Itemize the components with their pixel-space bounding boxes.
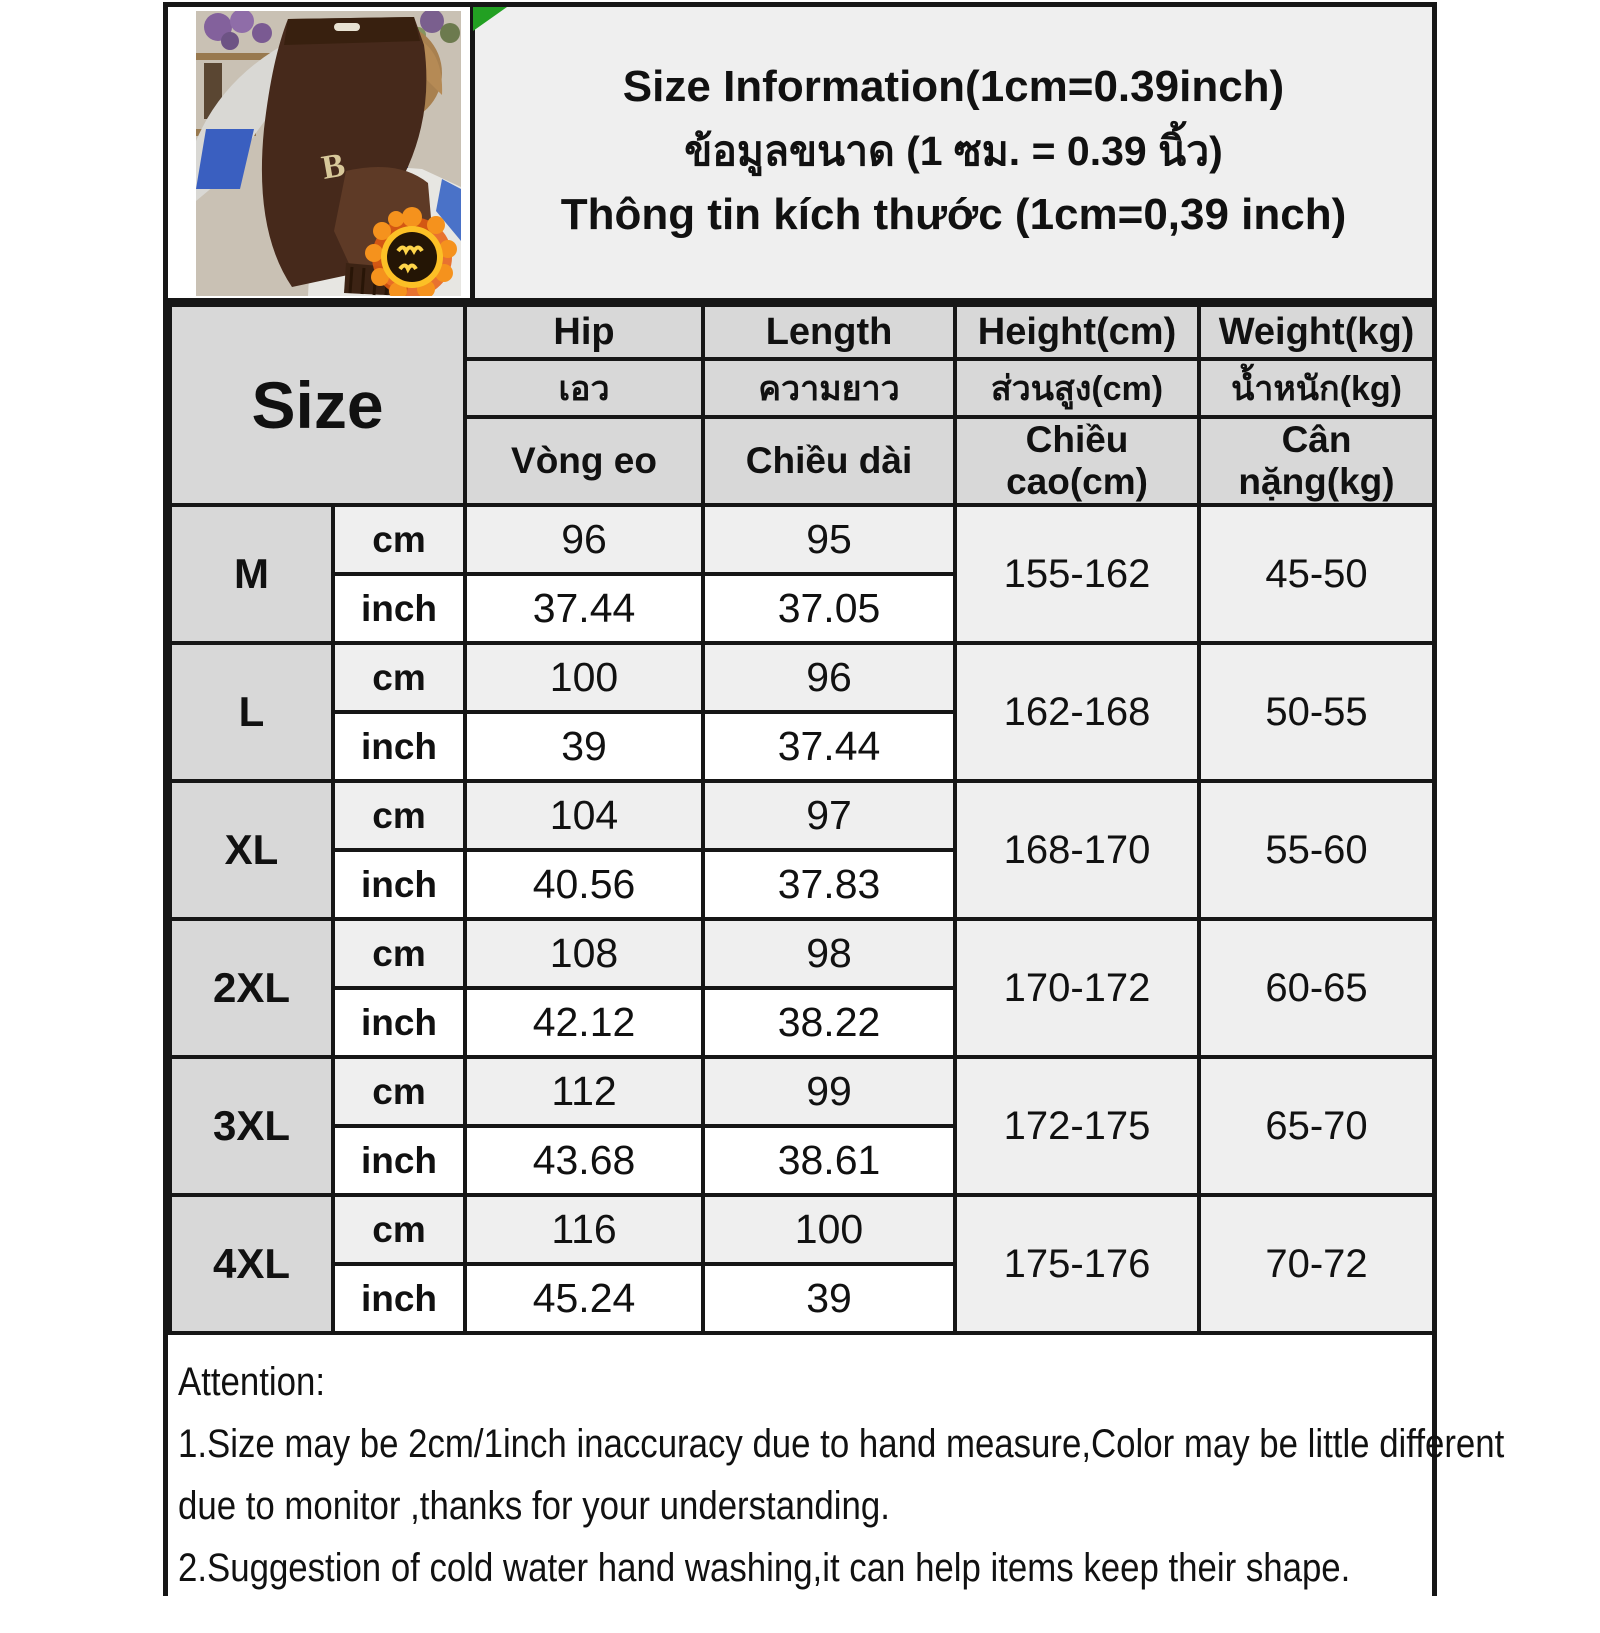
title-english: Size Information(1cm=0.39inch)	[622, 62, 1285, 111]
col-header-height: Height(cm)	[953, 303, 1202, 361]
table-row: 2XL cm 108 98 170-172 60-65	[168, 917, 1437, 1059]
corner-ribbon-icon	[473, 7, 507, 31]
size-chart-sheet: B	[163, 2, 1504, 1633]
table-row: L cm 100 96 162-168 50-55	[168, 641, 1437, 783]
table-row: inch 42.12 38.22	[170, 986, 1434, 1059]
length-inch: 37.83	[701, 848, 958, 921]
size-header: Size	[167, 303, 468, 507]
table-row: inch 43.68 38.61	[170, 1124, 1434, 1197]
unit-label-cm: cm	[330, 641, 468, 714]
attention-heading: Attention:	[178, 1360, 326, 1404]
length-cm: 96	[701, 641, 958, 714]
hip-inch: 45.24	[463, 1262, 706, 1335]
height-range: 168-170	[953, 779, 1202, 921]
length-cm: 97	[701, 779, 958, 852]
hip-inch: 43.68	[463, 1124, 706, 1197]
unit-label-inch: inch	[330, 848, 468, 921]
length-inch: 37.05	[701, 572, 958, 645]
hip-inch: 42.12	[463, 986, 706, 1059]
col-header-weight-vi: Cân nặng(kg)	[1197, 415, 1437, 507]
col-header-hip-vi: Vòng eo	[463, 415, 706, 507]
length-cm: 100	[701, 1193, 958, 1266]
col-header-hip-th: เอว	[463, 357, 706, 419]
col-header-hip: Hip	[463, 303, 706, 361]
product-photo: B	[168, 7, 470, 298]
unit-label-inch: inch	[330, 1262, 468, 1335]
weight-range: 65-70	[1197, 1055, 1437, 1197]
header-row-thai: เอว ความยาว ส่วนสูง(cm) น้ำหนัก(kg)	[170, 357, 1437, 419]
attention-note: 2.Suggestion of cold water hand washing,…	[178, 1546, 1351, 1590]
col-header-height-vi: Chiều cao(cm)	[953, 415, 1202, 507]
unit-label-inch: inch	[330, 710, 468, 783]
attention-note: due to monitor ,thanks for your understa…	[178, 1484, 890, 1528]
hip-inch: 40.56	[463, 848, 706, 921]
size-label: L	[168, 641, 335, 783]
unit-label-cm: cm	[330, 917, 468, 990]
weight-range: 50-55	[1197, 641, 1437, 783]
hip-cm: 96	[463, 503, 706, 576]
hip-cm: 116	[463, 1193, 706, 1266]
unit-label-cm: cm	[330, 779, 468, 852]
height-range: 162-168	[953, 641, 1202, 783]
title-vietnamese: Thông tin kích thước (1cm=0,39 inch)	[560, 190, 1347, 239]
top-section: B	[168, 7, 1432, 303]
table-row: inch 40.56 37.83	[170, 848, 1434, 921]
unit-label-cm: cm	[330, 1055, 468, 1128]
weight-range: 45-50	[1197, 503, 1437, 645]
hip-inch: 39	[463, 710, 706, 783]
unit-label-cm: cm	[330, 1193, 468, 1266]
table-row: inch 37.44 37.05	[170, 572, 1434, 645]
col-header-length: Length	[701, 303, 958, 361]
height-range: 172-175	[953, 1055, 1202, 1197]
length-cm: 95	[701, 503, 958, 576]
height-range: 170-172	[953, 917, 1202, 1059]
col-header-weight-th: น้ำหนัก(kg)	[1197, 357, 1437, 419]
unit-label-inch: inch	[330, 986, 468, 1059]
unit-label-cm: cm	[330, 503, 468, 576]
height-range: 155-162	[953, 503, 1202, 645]
table-row: inch 45.24 39	[170, 1262, 1434, 1335]
title-box: Size Information(1cm=0.39inch) ข้อมูลขนา…	[470, 7, 1432, 298]
col-header-length-th: ความยาว	[701, 357, 958, 419]
weight-range: 60-65	[1197, 917, 1437, 1059]
height-range: 175-176	[953, 1193, 1202, 1335]
table-row: XL cm 104 97 168-170 55-60	[168, 779, 1437, 921]
weight-range: 55-60	[1197, 779, 1437, 921]
flame-badge-icon	[365, 207, 457, 296]
hip-cm: 108	[463, 917, 706, 990]
length-cm: 98	[701, 917, 958, 990]
title-thai: ข้อมูลขนาด (1 ซม. = 0.39 นิ้ว)	[684, 128, 1223, 174]
size-label: M	[168, 503, 335, 645]
attention-note: 1.Size may be 2cm/1inch inaccuracy due t…	[178, 1422, 1505, 1466]
col-header-weight: Weight(kg)	[1197, 303, 1437, 361]
col-header-height-th: ส่วนสูง(cm)	[953, 357, 1202, 419]
unit-label-inch: inch	[330, 1124, 468, 1197]
size-label: 2XL	[168, 917, 335, 1059]
length-inch: 37.44	[701, 710, 958, 783]
unit-label-inch: inch	[330, 572, 468, 645]
weight-range: 70-72	[1197, 1193, 1437, 1335]
hip-cm: 104	[463, 779, 706, 852]
length-inch: 38.61	[701, 1124, 958, 1197]
size-label: XL	[168, 779, 335, 921]
hip-cm: 112	[463, 1055, 706, 1128]
header-row-english: Size Hip Length Height(cm) Weight(kg)	[167, 303, 1437, 507]
table-row: M cm 96 95 155-162 45-50	[168, 503, 1437, 645]
length-cm: 99	[701, 1055, 958, 1128]
hip-cm: 100	[463, 641, 706, 714]
table-row: 3XL cm 112 99 172-175 65-70	[168, 1055, 1437, 1197]
length-inch: 38.22	[701, 986, 958, 1059]
size-table: Size Hip Length Height(cm) Weight(kg) เอ…	[167, 303, 1437, 1335]
table-row: 4XL cm 116 100 175-176 70-72	[168, 1193, 1437, 1335]
size-label: 4XL	[168, 1193, 335, 1335]
hip-inch: 37.44	[463, 572, 706, 645]
col-header-length-vi: Chiều dài	[701, 415, 958, 507]
length-inch: 39	[701, 1262, 958, 1335]
header-row-vietnamese: Vòng eo Chiều dài Chiều cao(cm) Cân nặng…	[170, 415, 1437, 507]
size-label: 3XL	[168, 1055, 335, 1197]
attention-notes: Attention: 1.Size may be 2cm/1inch inacc…	[168, 1335, 1505, 1633]
table-row: inch 39 37.44	[170, 710, 1434, 783]
product-photo-illustration: B	[196, 11, 461, 296]
